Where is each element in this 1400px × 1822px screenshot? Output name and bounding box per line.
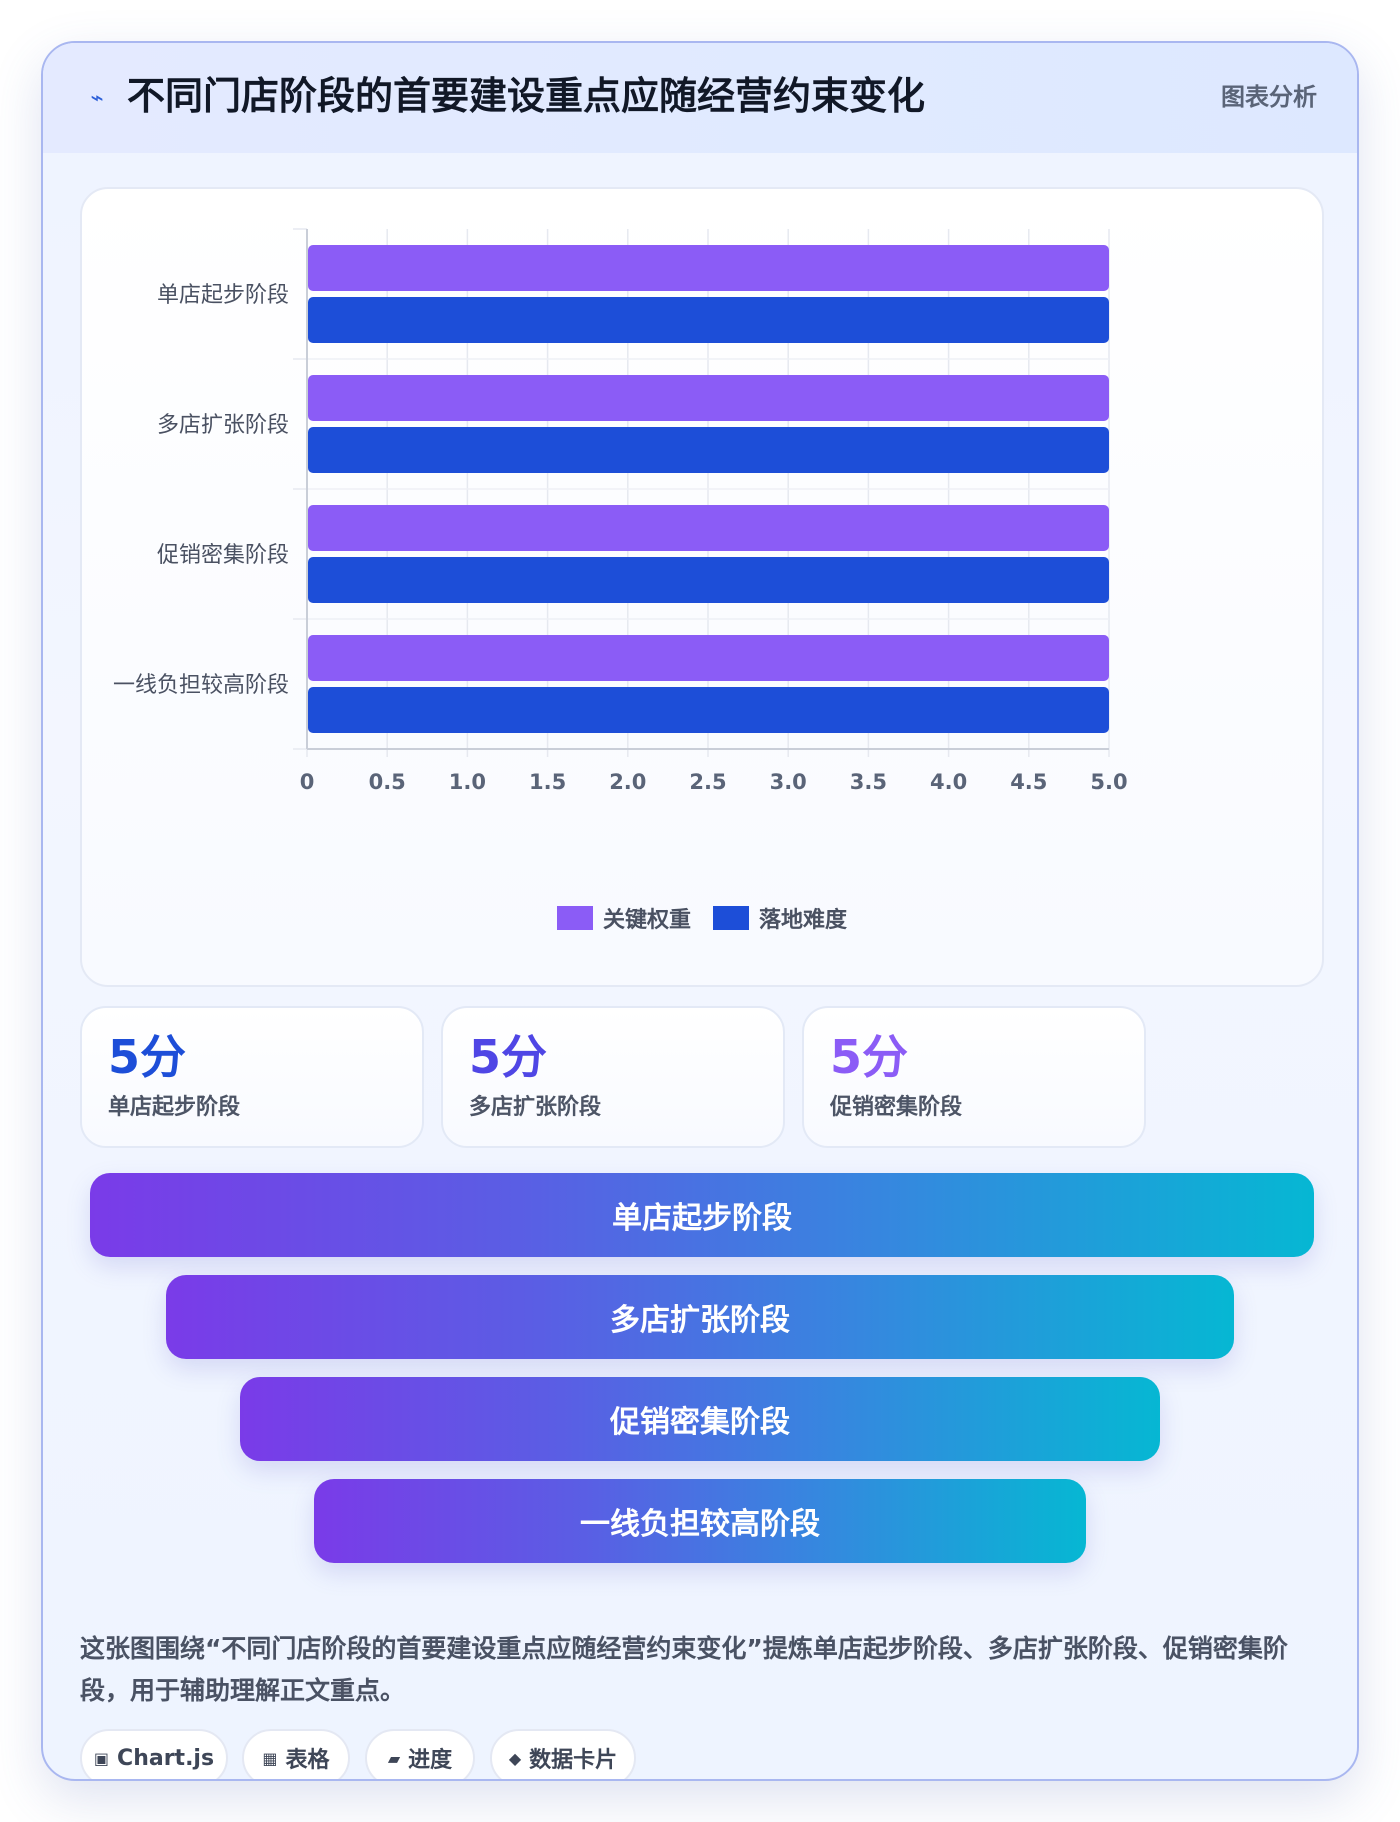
stat-card-3: 5分 促销密集阶段 (802, 1006, 1146, 1148)
bar-chart: 0 0.5 1.0 1.5 2.0 2.5 3.0 3.5 4.0 4.5 5.0 单店起步阶段多店扩… (113, 228, 1128, 794)
chip-table[interactable]: ▦ 表格 (242, 1729, 350, 1779)
diamond-icon: ◆ (508, 1748, 522, 1768)
bar (308, 557, 1109, 603)
chart-description: 这张图围绕“不同门店阶段的首要建设重点应随经营约束变化”提炼单店起步阶段、多店扩… (80, 1634, 1288, 1705)
x-tick-label: 2.0 (609, 770, 646, 794)
chart-legend: 关键权重 落地难度 (82, 901, 1322, 935)
x-tick-label: 1.5 (529, 770, 566, 794)
chart-panel: 0 0.5 1.0 1.5 2.0 2.5 3.0 3.5 4.0 4.5 5.0 单店起步阶段 多店扩… (80, 187, 1324, 987)
stat-label: 多店扩张阶段 (469, 1095, 602, 1120)
legend-item-difficulty[interactable]: 落地难度 (713, 902, 847, 934)
header-tag: 图表分析 (1221, 83, 1317, 111)
x-tick-label: 5.0 (1090, 770, 1127, 794)
legend-swatch-difficulty (713, 906, 749, 930)
stat-card-1: 5分 单店起步阶段 (80, 1006, 424, 1148)
box-icon: ▣ (93, 1748, 110, 1768)
bar (308, 505, 1109, 551)
funnel-step-1: 单店起步阶段 (90, 1173, 1314, 1257)
stat-value: 5分 (108, 1030, 187, 1084)
x-tick-label: 3.5 (850, 770, 887, 794)
stat-label: 单店起步阶段 (108, 1095, 241, 1120)
legend-label-weight: 关键权重 (602, 908, 691, 933)
x-tick-label: 2.5 (689, 770, 726, 794)
card-header: ⌁ 不同门店阶段的首要建设重点应随经营约束变化 图表分析 (43, 43, 1357, 153)
funnel-step-2: 多店扩张阶段 (166, 1275, 1234, 1359)
bar (308, 245, 1109, 291)
y-category-label: 单店起步阶段 (157, 283, 289, 308)
funnel-step-4: 一线负担较高阶段 (314, 1479, 1086, 1563)
legend-label-difficulty: 落地难度 (759, 908, 848, 933)
bar (308, 427, 1109, 473)
bar (308, 687, 1109, 733)
stat-card-2: 5分 多店扩张阶段 (441, 1006, 785, 1148)
chip-progress[interactable]: ▰ 进度 (365, 1729, 475, 1779)
x-tick-label: 1.0 (449, 770, 486, 794)
chip-label: 进度 (408, 1748, 453, 1773)
chart-card: ⌁ 不同门店阶段的首要建设重点应随经营约束变化 图表分析 0 0.5 1.0 1.5 2… (41, 41, 1359, 1781)
chip-data-card[interactable]: ◆ 数据卡片 (490, 1729, 636, 1779)
chip-label: 数据卡片 (529, 1748, 618, 1773)
y-category-label: 一线负担较高阶段 (113, 673, 289, 698)
lightning-icon: ⌁ (90, 86, 104, 111)
chip-chartjs[interactable]: ▣ Chart.js (80, 1729, 228, 1779)
legend-swatch-weight (556, 906, 593, 930)
funnel-step-3: 促销密集阶段 (240, 1377, 1160, 1461)
y-category-label: 促销密集阶段 (157, 543, 289, 568)
x-tick-label: 4.5 (1010, 770, 1047, 794)
page-title: 不同门店阶段的首要建设重点应随经营约束变化 (127, 74, 926, 118)
x-tick-label: 0 (300, 770, 315, 794)
legend-item-weight[interactable]: 关键权重 (556, 902, 691, 934)
y-category-label: 多店扩张阶段 (157, 413, 289, 438)
chip-label: 表格 (285, 1748, 330, 1773)
stat-label: 促销密集阶段 (830, 1095, 963, 1120)
bar (308, 297, 1109, 343)
stat-value: 5分 (830, 1030, 909, 1084)
x-tick-label: 4.0 (930, 770, 967, 794)
bar (308, 635, 1109, 681)
stat-value: 5分 (469, 1030, 548, 1084)
progress-icon: ▰ (387, 1748, 401, 1768)
grid-icon: ▦ (262, 1748, 278, 1768)
bar (308, 375, 1109, 421)
x-tick-label: 3.0 (770, 770, 807, 794)
chip-label: Chart.js (117, 1745, 215, 1771)
x-tick-label: 0.5 (369, 770, 406, 794)
